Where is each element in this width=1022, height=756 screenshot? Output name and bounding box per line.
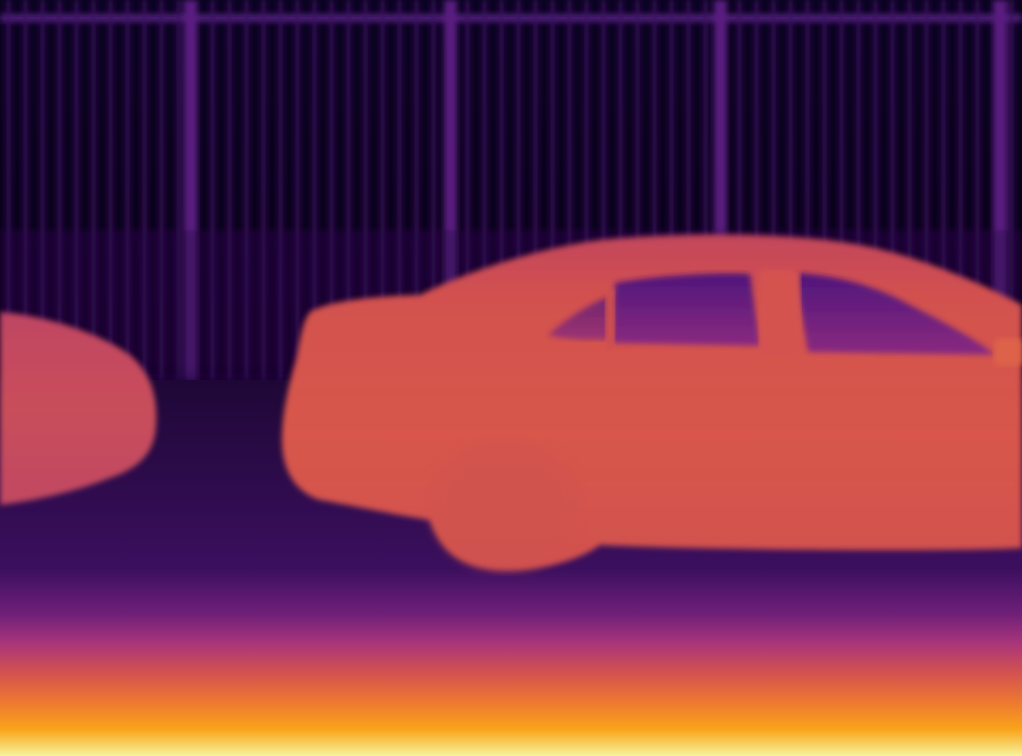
fence-bar xyxy=(873,0,878,395)
fence-bar xyxy=(40,0,45,395)
fence-bar xyxy=(431,0,436,395)
car-side-mirror xyxy=(994,338,1022,366)
fence-bar xyxy=(686,0,691,395)
fence-bar xyxy=(295,0,300,395)
fence-bar xyxy=(788,0,793,395)
fence-bar xyxy=(363,0,368,395)
fence-bar xyxy=(907,0,912,395)
fence-bar xyxy=(754,0,759,395)
fence-bar xyxy=(890,0,895,395)
fence-bar xyxy=(244,0,249,395)
car-window-rear xyxy=(548,295,615,340)
car-wheel xyxy=(430,440,580,570)
fence-bar xyxy=(74,0,79,395)
fence-bar xyxy=(805,0,810,395)
fence-bar xyxy=(822,0,827,395)
fence-bar xyxy=(346,0,351,395)
fence-bar xyxy=(312,0,317,395)
fence-bar xyxy=(856,0,861,395)
fence-bar xyxy=(210,0,215,395)
fence-bar xyxy=(941,0,946,395)
fence-bar xyxy=(703,0,708,395)
fence-bar xyxy=(397,0,402,395)
fence-bar xyxy=(516,0,521,395)
parked-car-left xyxy=(0,312,157,505)
fence-bar xyxy=(601,0,606,395)
fence-bar xyxy=(567,0,572,395)
fence-bar xyxy=(414,0,419,395)
fence-bar xyxy=(924,0,929,395)
fence-bar xyxy=(737,0,742,395)
fence-bar xyxy=(635,0,640,395)
fence-bar xyxy=(6,0,11,395)
fence-bar xyxy=(618,0,623,395)
fence-bar xyxy=(159,0,164,395)
fence-bar xyxy=(329,0,334,395)
car-window-driver xyxy=(795,273,995,355)
fence-top-rail xyxy=(0,14,1022,22)
fence-bar xyxy=(227,0,232,395)
fence-bar xyxy=(958,0,963,395)
fence-bar xyxy=(652,0,657,395)
fence-bar xyxy=(91,0,96,395)
fence-bar xyxy=(499,0,504,395)
fence-bar xyxy=(839,0,844,395)
car-window-front xyxy=(612,273,760,346)
fence-bar xyxy=(278,0,283,395)
fence-bar xyxy=(125,0,130,395)
fence-bar xyxy=(550,0,555,395)
fence-bar xyxy=(380,0,385,395)
fence-bar xyxy=(57,0,62,395)
fence-bar xyxy=(1009,0,1014,395)
fence-bar xyxy=(533,0,538,395)
car-pillar-b xyxy=(605,290,615,350)
fence-bar xyxy=(482,0,487,395)
fence-bar xyxy=(771,0,776,395)
fence-bar xyxy=(975,0,980,395)
fence-bar xyxy=(23,0,28,395)
fence-bar xyxy=(465,0,470,395)
fence-bar xyxy=(669,0,674,395)
fence-bar xyxy=(142,0,147,395)
fence-bar xyxy=(176,0,181,395)
fence-bar xyxy=(584,0,589,395)
car-pillar-c xyxy=(760,270,800,355)
fence-bar xyxy=(108,0,113,395)
fence-bar xyxy=(261,0,266,395)
